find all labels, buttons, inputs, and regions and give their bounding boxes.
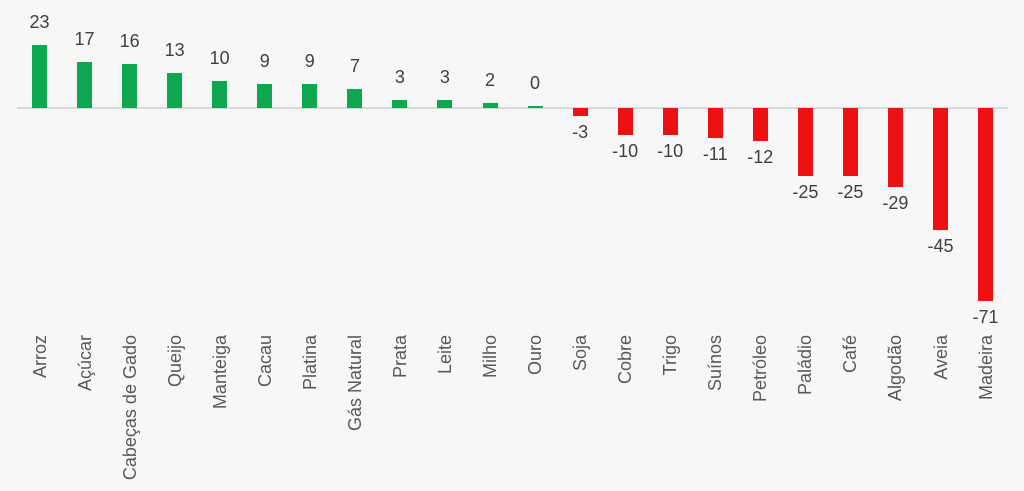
bar-value-label: -10	[657, 141, 684, 162]
bar-value-label: -29	[882, 192, 909, 213]
bar-negative	[842, 108, 858, 176]
bar-value-label: -25	[837, 182, 864, 202]
bar-category-label: Manteiga	[209, 335, 230, 410]
bar-category-label: Queijo	[164, 335, 185, 388]
bar-positive	[122, 64, 138, 108]
bar-negative	[933, 108, 948, 231]
bar-positive	[392, 99, 408, 108]
bar-category-label: Soja	[570, 335, 591, 372]
bar-category-label: Gás Natural	[344, 335, 365, 432]
bar-positive	[77, 61, 93, 108]
bar-negative	[887, 108, 903, 187]
bar-category-label: Madeira	[975, 335, 996, 401]
bar-value-label: 3	[394, 66, 405, 87]
bar-value-label: 23	[29, 12, 50, 33]
bar-value-label: -10	[612, 141, 639, 162]
bar-value-label: -45	[927, 236, 954, 257]
bar-value-label: 17	[74, 28, 95, 49]
bar-category-label: Suínos	[705, 335, 726, 392]
bar-category-label: Prata	[389, 335, 410, 379]
bar-positive	[437, 99, 453, 108]
bar-negative	[617, 108, 633, 136]
bar-positive	[347, 88, 363, 108]
bar-category-label: Açúcar	[74, 335, 95, 392]
bar-category-label: Paládio	[795, 335, 816, 396]
bar-positive	[167, 72, 183, 108]
bar-value-label: 7	[349, 55, 360, 76]
bar-category-label: Leite	[434, 335, 455, 375]
bar-positive	[527, 106, 543, 108]
bar-value-label: -25	[792, 182, 819, 202]
bar-category-label: Petróleo	[750, 335, 771, 403]
bar-negative	[662, 108, 678, 136]
bar-category-label: Cacau	[254, 335, 275, 388]
x-axis-line	[17, 107, 1008, 109]
bar-value-label: 10	[209, 47, 230, 68]
bar-category-label: Cobre	[615, 335, 636, 385]
bar-negative	[978, 108, 994, 302]
bar-category-label: Café	[840, 335, 861, 374]
bar-negative	[572, 108, 588, 117]
bar-category-label: Algodão	[885, 335, 906, 402]
bar-value-label: -11	[702, 143, 728, 164]
bar-positive	[302, 83, 318, 108]
bar-value-label: 3	[439, 66, 450, 87]
bar-value-label: 0	[530, 73, 541, 93]
bar-value-label: 9	[259, 50, 270, 71]
bar-category-label: Arroz	[29, 335, 50, 379]
bar-negative	[707, 108, 723, 138]
bar-value-label: -3	[572, 122, 589, 143]
bar-category-label: Platina	[299, 335, 320, 391]
bar-positive	[212, 80, 228, 108]
bar-value-label: 9	[304, 50, 315, 71]
bar-value-label: -71	[972, 307, 999, 328]
bar-negative	[797, 108, 813, 176]
bar-value-label: 13	[164, 39, 185, 60]
bar-positive	[482, 102, 498, 108]
bar-value-label: -12	[747, 146, 774, 167]
bar-positive	[32, 45, 47, 108]
bar-category-label: Ouro	[525, 335, 546, 376]
bar-category-label: Milho	[480, 335, 500, 379]
bar-value-label: 16	[119, 31, 140, 52]
bar-positive	[257, 83, 273, 108]
bar-category-label: Trigo	[660, 335, 681, 376]
bar-category-label: Cabeças de Gado	[119, 335, 140, 481]
bar-negative	[752, 108, 768, 141]
bar-category-label: Aveia	[930, 335, 951, 380]
bar-value-label: 2	[484, 69, 495, 90]
